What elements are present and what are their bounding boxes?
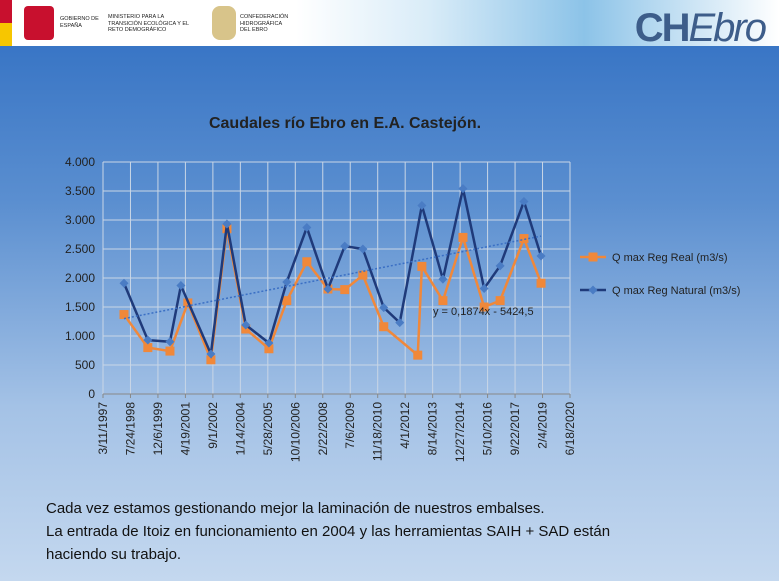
marker [282, 277, 292, 287]
x-tick-label: 5/28/2005 [261, 402, 275, 456]
caption-line: Cada vez estamos gestionando mejor la la… [46, 500, 545, 517]
y-tick-label: 1.500 [65, 300, 95, 314]
x-tick-label: 12/27/2014 [453, 402, 467, 462]
chart-title: Caudales río Ebro en E.A. Castejón. [209, 115, 481, 132]
logo: CHEbro [634, 6, 767, 51]
marker [302, 223, 312, 233]
x-tick-label: 7/24/1998 [123, 402, 137, 456]
x-tick-label: 12/6/1999 [151, 402, 165, 456]
marker [536, 278, 546, 288]
legend-label: Q max Reg Natural (m3/s) [612, 285, 740, 297]
x-tick-label: 1/14/2004 [233, 402, 247, 456]
marker [206, 355, 216, 365]
x-tick-label: 4/19/2001 [178, 402, 192, 456]
marker [395, 318, 405, 328]
x-tick-label: 3/11/1997 [96, 402, 110, 455]
marker [143, 335, 153, 345]
logo-part: Ebro [688, 6, 767, 50]
marker [282, 296, 292, 306]
marker [165, 346, 175, 356]
flag-band [0, 0, 12, 46]
government: GOBIERNO DE ESPAÑA [60, 16, 99, 29]
marker [413, 350, 423, 360]
confederation: CONFEDERACIÓN HIDROGRÁFICA DEL EBRO [240, 14, 289, 33]
x-tick-label: 9/22/2017 [508, 402, 522, 456]
x-tick-label: 4/1/2012 [398, 402, 412, 449]
header: GOBIERNO DE ESPAÑA MINISTERIO PARA LA TR… [0, 0, 779, 50]
y-tick-label: 3.500 [65, 184, 95, 198]
marker [438, 274, 448, 284]
marker [495, 261, 505, 271]
x-tick-label: 11/18/2010 [371, 402, 385, 461]
logo-part: CH [634, 6, 691, 50]
marker [438, 296, 448, 306]
marker [340, 285, 350, 295]
marker [264, 338, 274, 348]
y-tick-label: 2.000 [65, 271, 95, 285]
y-tick-label: 500 [75, 358, 95, 372]
emblem [212, 6, 236, 40]
marker [241, 320, 251, 330]
marker [119, 310, 129, 320]
x-tick-label: 7/6/2009 [343, 402, 357, 449]
marker [264, 344, 274, 354]
marker [479, 302, 489, 312]
marker [143, 343, 153, 353]
marker [417, 261, 427, 271]
x-tick-label: 2/22/2008 [316, 402, 330, 456]
y-tick-label: 1.000 [65, 329, 95, 343]
marker [479, 283, 489, 293]
marker [495, 296, 505, 306]
ministry: MINISTERIO PARA LA TRANSICIÓN ECOLÓGICA … [108, 14, 189, 33]
caption-line: La entrada de Itoiz en funcionamiento en… [46, 523, 611, 540]
series-line [122, 228, 543, 365]
x-tick-label: 9/1/2002 [206, 402, 220, 449]
marker [536, 251, 546, 261]
legend-label: Q max Reg Real (m3/s) [612, 252, 728, 264]
marker [458, 184, 468, 194]
caption-line: haciendo su trabajo. [46, 546, 182, 563]
caption: Cada vez estamos gestionando mejor la la… [46, 497, 610, 566]
y-tick-label: 4.000 [65, 155, 95, 169]
y-tick-label: 3.000 [65, 213, 95, 227]
marker [358, 244, 368, 254]
x-tick-label: 6/18/2020 [563, 402, 577, 456]
y-tick-label: 0 [88, 387, 95, 401]
x-tick-label: 10/10/2006 [288, 402, 302, 462]
legend-marker [588, 285, 598, 295]
coat-of-arms [24, 6, 54, 40]
marker [358, 270, 368, 280]
marker [519, 196, 529, 206]
x-tick-label: 2/4/2019 [536, 402, 550, 449]
marker [323, 284, 333, 294]
trendline [123, 235, 542, 320]
x-tick-label: 5/10/2016 [481, 402, 495, 456]
marker [165, 337, 175, 347]
marker [222, 219, 232, 229]
marker [206, 349, 216, 359]
marker [119, 278, 129, 288]
marker [458, 232, 468, 242]
marker [379, 303, 389, 313]
legend-marker [588, 252, 598, 262]
marker [340, 241, 350, 251]
marker [519, 234, 529, 244]
marker [302, 257, 312, 267]
marker [379, 322, 389, 332]
trendline-label: y = 0,1874x - 5424,5 [433, 306, 534, 318]
marker [417, 201, 427, 210]
x-tick-label: 8/14/2013 [426, 402, 440, 456]
marker [176, 281, 186, 291]
y-tick-label: 2.500 [65, 242, 95, 256]
series-line [122, 188, 543, 359]
